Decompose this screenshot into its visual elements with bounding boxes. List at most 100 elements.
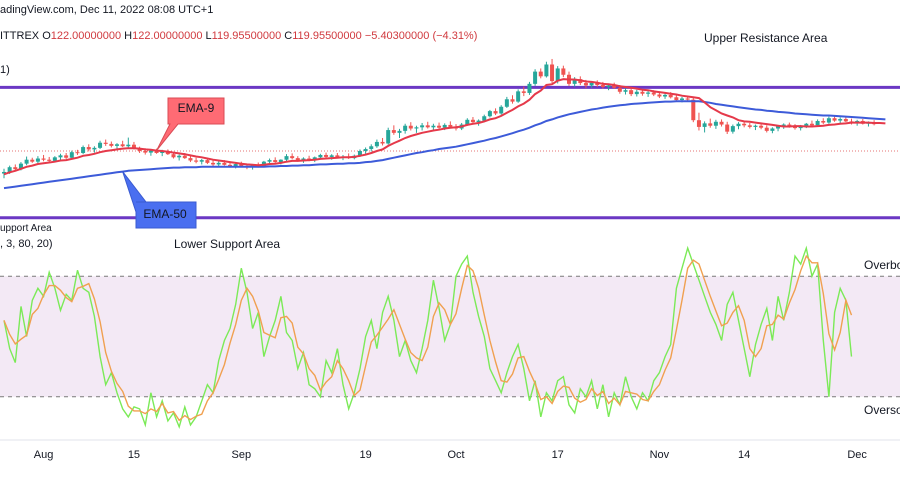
candle-body	[75, 152, 80, 154]
candle-body	[222, 162, 227, 165]
candle-body	[295, 158, 300, 161]
callouts-layer	[122, 97, 225, 229]
candle-body	[832, 118, 837, 121]
candle-body	[465, 119, 470, 125]
ema9-callout-label: EMA-9	[177, 101, 215, 115]
candle-body	[482, 116, 487, 121]
x-tick-label: Dec	[847, 449, 867, 461]
candle-body	[708, 123, 713, 126]
candle-body	[397, 130, 402, 133]
candle-body	[103, 142, 108, 144]
indicator-legend: 1)	[0, 64, 10, 76]
stoch-d-line	[3, 254, 853, 422]
candle-body	[600, 85, 605, 88]
candle-body	[583, 83, 588, 86]
high-label: H	[124, 30, 133, 42]
candle-body	[538, 71, 543, 77]
oversold-label: Overso	[864, 403, 900, 417]
x-tick-label: 17	[552, 449, 564, 461]
candle-body	[725, 124, 730, 132]
candle-body	[702, 123, 707, 127]
upper-resistance-label: Upper Resistance Area	[704, 31, 828, 45]
candle-body	[199, 160, 204, 162]
candle-body	[843, 119, 848, 122]
candle-body	[137, 148, 142, 152]
candle-body	[160, 151, 165, 153]
candle-body	[52, 157, 57, 161]
candle-body	[668, 94, 673, 98]
candle-body	[550, 64, 555, 82]
candle-body	[86, 147, 91, 150]
candle-body	[386, 130, 391, 144]
candle-body	[606, 85, 611, 88]
candle-body	[521, 91, 526, 93]
chart-source-header: adingView.com, Dec 11, 2022 08:08 UTC+1	[0, 4, 214, 16]
candle-body	[476, 120, 481, 123]
candle-body	[318, 154, 323, 158]
candle-body	[216, 162, 221, 165]
candle-body	[109, 143, 114, 146]
candle-body	[177, 155, 182, 158]
candle-body	[730, 126, 735, 132]
x-tick-label: Oct	[447, 449, 464, 461]
candle-body	[69, 152, 74, 158]
stoch-band-fill	[0, 276, 900, 397]
candle-body	[713, 121, 718, 126]
candle-body	[182, 155, 187, 159]
x-tick-label: Nov	[650, 449, 670, 461]
candle-body	[487, 111, 492, 117]
candle-body	[154, 150, 159, 153]
candle-body	[838, 119, 843, 121]
stoch-layer	[3, 245, 853, 430]
candle-body	[719, 121, 724, 125]
candle-body	[2, 171, 6, 174]
candle-body	[324, 154, 329, 157]
candle-body	[617, 87, 622, 92]
candle-body	[651, 92, 656, 95]
candle-body	[572, 79, 577, 84]
symbol-label: ITTREX	[0, 30, 40, 42]
candle-body	[278, 159, 283, 163]
candle-body	[809, 123, 814, 126]
x-tick-label: 15	[128, 449, 140, 461]
candle-body	[391, 130, 396, 133]
candle-body	[24, 159, 29, 164]
ema9-line	[3, 78, 886, 176]
candle-body	[143, 151, 148, 153]
candle-body	[555, 68, 560, 82]
candle-body	[369, 146, 374, 150]
stoch-zone-layer	[0, 276, 900, 397]
candle-body	[646, 92, 651, 94]
candle-body	[30, 159, 35, 162]
candle-body	[663, 94, 668, 97]
candle-body	[595, 82, 600, 86]
candle-body	[81, 147, 86, 153]
candle-body	[680, 98, 684, 101]
ema50-line	[3, 100, 886, 190]
candle-body	[804, 123, 809, 126]
candle-body	[787, 124, 792, 127]
change-value: −5.40300000 (−4.31%)	[364, 30, 478, 42]
candle-body	[18, 163, 23, 170]
candle-body	[516, 91, 521, 102]
x-tick-label: 19	[359, 449, 371, 461]
candle-body	[696, 120, 701, 127]
candle-body	[194, 160, 199, 162]
candle-body	[747, 125, 752, 127]
candle-body	[126, 144, 131, 147]
candle-body	[47, 159, 52, 161]
candle-body	[41, 158, 46, 160]
support-area-fragment: upport Area	[0, 223, 52, 234]
close-label: C	[284, 30, 293, 42]
candle-body	[764, 127, 769, 131]
candle-body	[826, 118, 831, 123]
candle-body	[753, 125, 758, 127]
candle-body	[363, 149, 368, 152]
open-label: O	[42, 30, 51, 42]
candle-body	[629, 90, 634, 95]
candle-body	[685, 98, 690, 100]
candle-body	[239, 164, 244, 167]
candle-body	[793, 126, 797, 129]
